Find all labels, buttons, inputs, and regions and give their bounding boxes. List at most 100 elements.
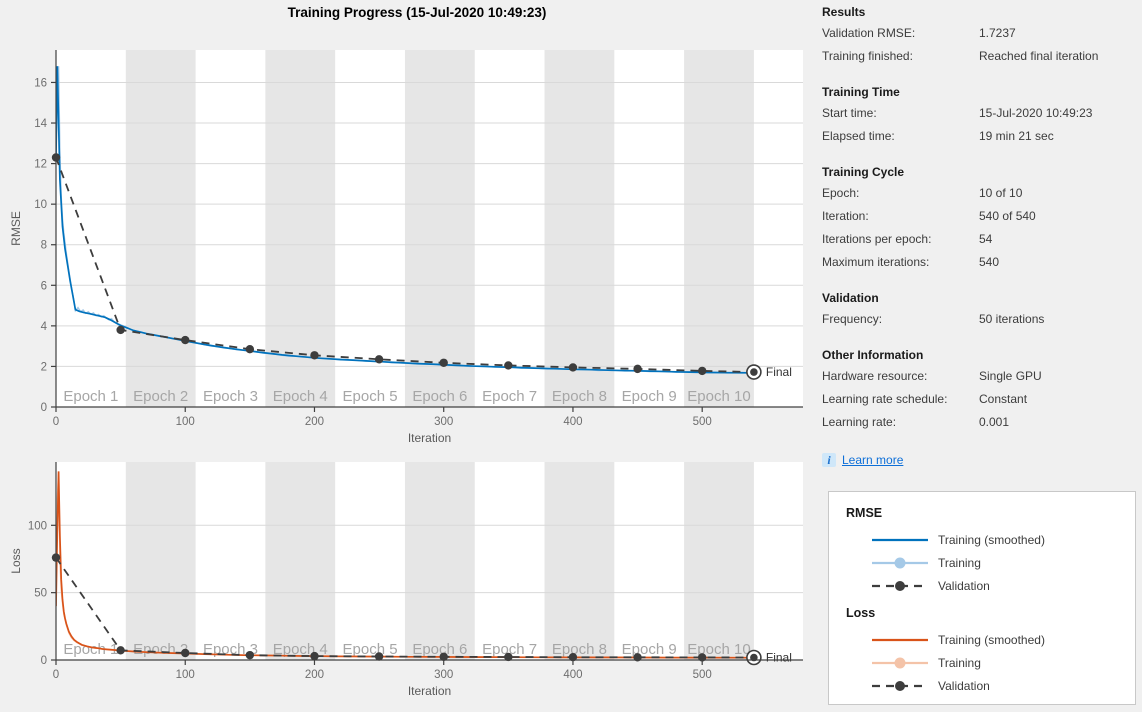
rmse-epoch-label-5: Epoch 5 (343, 388, 398, 405)
loss-validation-marker (310, 651, 319, 661)
rmse-validation-marker (568, 363, 578, 372)
legend-group-title: RMSE (846, 506, 883, 520)
panel-row-value: 54 (979, 232, 993, 246)
panel-section-heading: Results (822, 5, 866, 19)
loss-epoch-band-2 (125, 462, 196, 660)
panel-section-heading: Validation (822, 291, 879, 305)
legend-item-rmse-validation: Validation (846, 574, 1135, 597)
legend-item-rmse-training-smoothed: Training (smoothed) (846, 528, 1135, 551)
panel-row-value: 50 iterations (979, 312, 1045, 326)
learn-more-link[interactable]: Learn more (842, 453, 904, 467)
rmse-y-tick-label: 8 (41, 240, 47, 252)
panel-row-value: 10 of 10 (979, 186, 1023, 200)
legend-item-label: Training (smoothed) (938, 532, 1045, 547)
rmse-epoch-label-10: Epoch 10 (687, 388, 750, 405)
panel-row-label: Learning rate: (822, 415, 897, 429)
rmse-epoch-band-2 (125, 50, 196, 407)
legend-sample-validation (872, 580, 928, 591)
panel-row-label: Training finished: (822, 49, 913, 63)
training-info-panel: Results Validation RMSE: 1.7237 Training fi… (822, 4, 1138, 470)
panel-section-heading: Training Cycle (822, 165, 905, 179)
legend-sample-wrap (871, 533, 929, 547)
panel-row-label: Frequency: (822, 312, 883, 326)
legend-item-label: Training (938, 655, 981, 670)
panel-row-value: 540 of 540 (979, 209, 1036, 223)
panel-row-elapsed-time: Elapsed time: 19 min 21 sec (822, 129, 1138, 152)
rmse-epoch-label-8: Epoch 8 (552, 388, 607, 405)
rmse-x-tick-label: 200 (305, 416, 324, 428)
panel-section-heading: Training Time (822, 85, 900, 99)
panel-row-validation-rmse: Validation RMSE: 1.7237 (822, 26, 1138, 49)
rmse-x-tick-label: 100 (176, 416, 195, 428)
loss-final-label: Final (766, 651, 792, 665)
rmse-y-tick-label: 2 (41, 361, 47, 373)
panel-section-other-information: Other Information Hardware resource: Singl… (822, 347, 1138, 438)
panel-row-label: Maximum iterations: (822, 255, 930, 269)
panel-row-value: Constant (979, 392, 1028, 406)
loss-epoch-band-8 (544, 462, 615, 660)
rmse-validation-marker (439, 358, 448, 367)
panel-row-label: Epoch: (822, 186, 860, 200)
rmse-x-tick-label: 500 (693, 416, 712, 428)
rmse-epoch-band-6 (404, 50, 475, 407)
rmse-final-marker (750, 368, 758, 376)
rmse-y-axis-label: RMSE (9, 211, 23, 246)
rmse-y-tick-label: 12 (34, 159, 47, 171)
legend-item-label: Training (smoothed) (938, 632, 1045, 647)
rmse-training-smoothed-line (56, 66, 754, 374)
rmse-epoch-label-6: Epoch 6 (412, 388, 467, 405)
rmse-x-tick-label: 400 (563, 416, 582, 428)
loss-epoch-band-4 (265, 462, 336, 660)
loss-epoch-label-5: Epoch 5 (343, 641, 398, 658)
panel-section-validation: Validation Frequency: 50 iterations (822, 290, 1138, 335)
legend-group-title: Loss (846, 606, 876, 620)
rmse-epoch-label-4: Epoch 4 (273, 388, 328, 405)
legend-group-rmse: RMSE Training (smoothed) Training Validatio… (846, 506, 1135, 597)
loss-y-axis-label: Loss (9, 548, 23, 573)
legend-sample-wrap (871, 633, 929, 647)
panel-row-training-finished: Training finished: Reached final iteratio… (822, 49, 1138, 72)
info-icon: i (822, 453, 836, 467)
panel-row-label: Start time: (822, 106, 877, 120)
rmse-x-tick-label: 300 (434, 416, 453, 428)
loss-epoch-label-7: Epoch 7 (482, 641, 537, 658)
legend-sample-wrap (871, 656, 929, 670)
legend-sample-wrap (871, 579, 929, 593)
legend-sample-raw (872, 657, 928, 668)
panel-row-learning-rate: Learning rate: 0.001 (822, 415, 1138, 438)
rmse-epoch-band-10 (684, 50, 754, 407)
panel-row-label: Iteration: (822, 209, 869, 223)
rmse-epoch-band-4 (265, 50, 336, 407)
loss-epoch-label-9: Epoch 9 (622, 641, 677, 658)
legend-group-loss: Loss Training (smoothed) Training Validatio… (846, 606, 1135, 697)
legend-sample-validation (872, 680, 928, 691)
loss-y-tick-label: 50 (34, 588, 47, 600)
panel-row-iteration: Iteration: 540 of 540 (822, 209, 1138, 232)
panel-section-heading: Other Information (822, 348, 924, 362)
loss-epoch-label-6: Epoch 6 (412, 641, 467, 658)
rmse-validation-marker (697, 366, 707, 376)
panel-row-value: 0.001 (979, 415, 1010, 429)
legend-item-label: Training (938, 555, 981, 570)
panel-section-training-cycle: Training Cycle Epoch: 10 of 10 Iteration: 54… (822, 164, 1138, 278)
legend-sample-wrap (871, 679, 929, 693)
panel-row-label: Hardware resource: (822, 369, 928, 383)
panel-row-label: Learning rate schedule: (822, 392, 948, 406)
legend-item-label: Validation (938, 678, 990, 693)
rmse-epoch-label-9: Epoch 9 (622, 388, 677, 405)
legend-item-label: Validation (938, 578, 990, 593)
panel-section-training-time: Training Time Start time: 15-Jul-2020 10:4… (822, 84, 1138, 152)
rmse-epoch-band-8 (544, 50, 615, 407)
loss-epoch-label-1: Epoch 1 (63, 641, 118, 658)
loss-epoch-band-6 (404, 462, 475, 660)
loss-y-tick-label: 0 (41, 655, 47, 667)
loss-validation-marker (181, 648, 190, 658)
panel-row-value: 19 min 21 sec (979, 129, 1054, 143)
loss-validation-marker (439, 652, 448, 661)
rmse-validation-line (56, 157, 754, 373)
loss-x-tick-label: 500 (693, 669, 712, 681)
panel-row-maximum-iterations: Maximum iterations: 540 (822, 255, 1138, 278)
legend-item-loss-training-smoothed: Training (smoothed) (846, 628, 1135, 651)
panel-row-learning-rate-schedule: Learning rate schedule: Constant (822, 392, 1138, 415)
